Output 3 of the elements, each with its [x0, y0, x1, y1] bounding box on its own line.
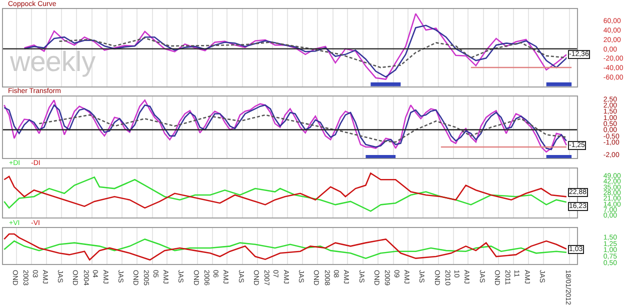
line-series	[38, 114, 568, 143]
line-series	[4, 233, 568, 261]
line-series	[4, 238, 568, 259]
